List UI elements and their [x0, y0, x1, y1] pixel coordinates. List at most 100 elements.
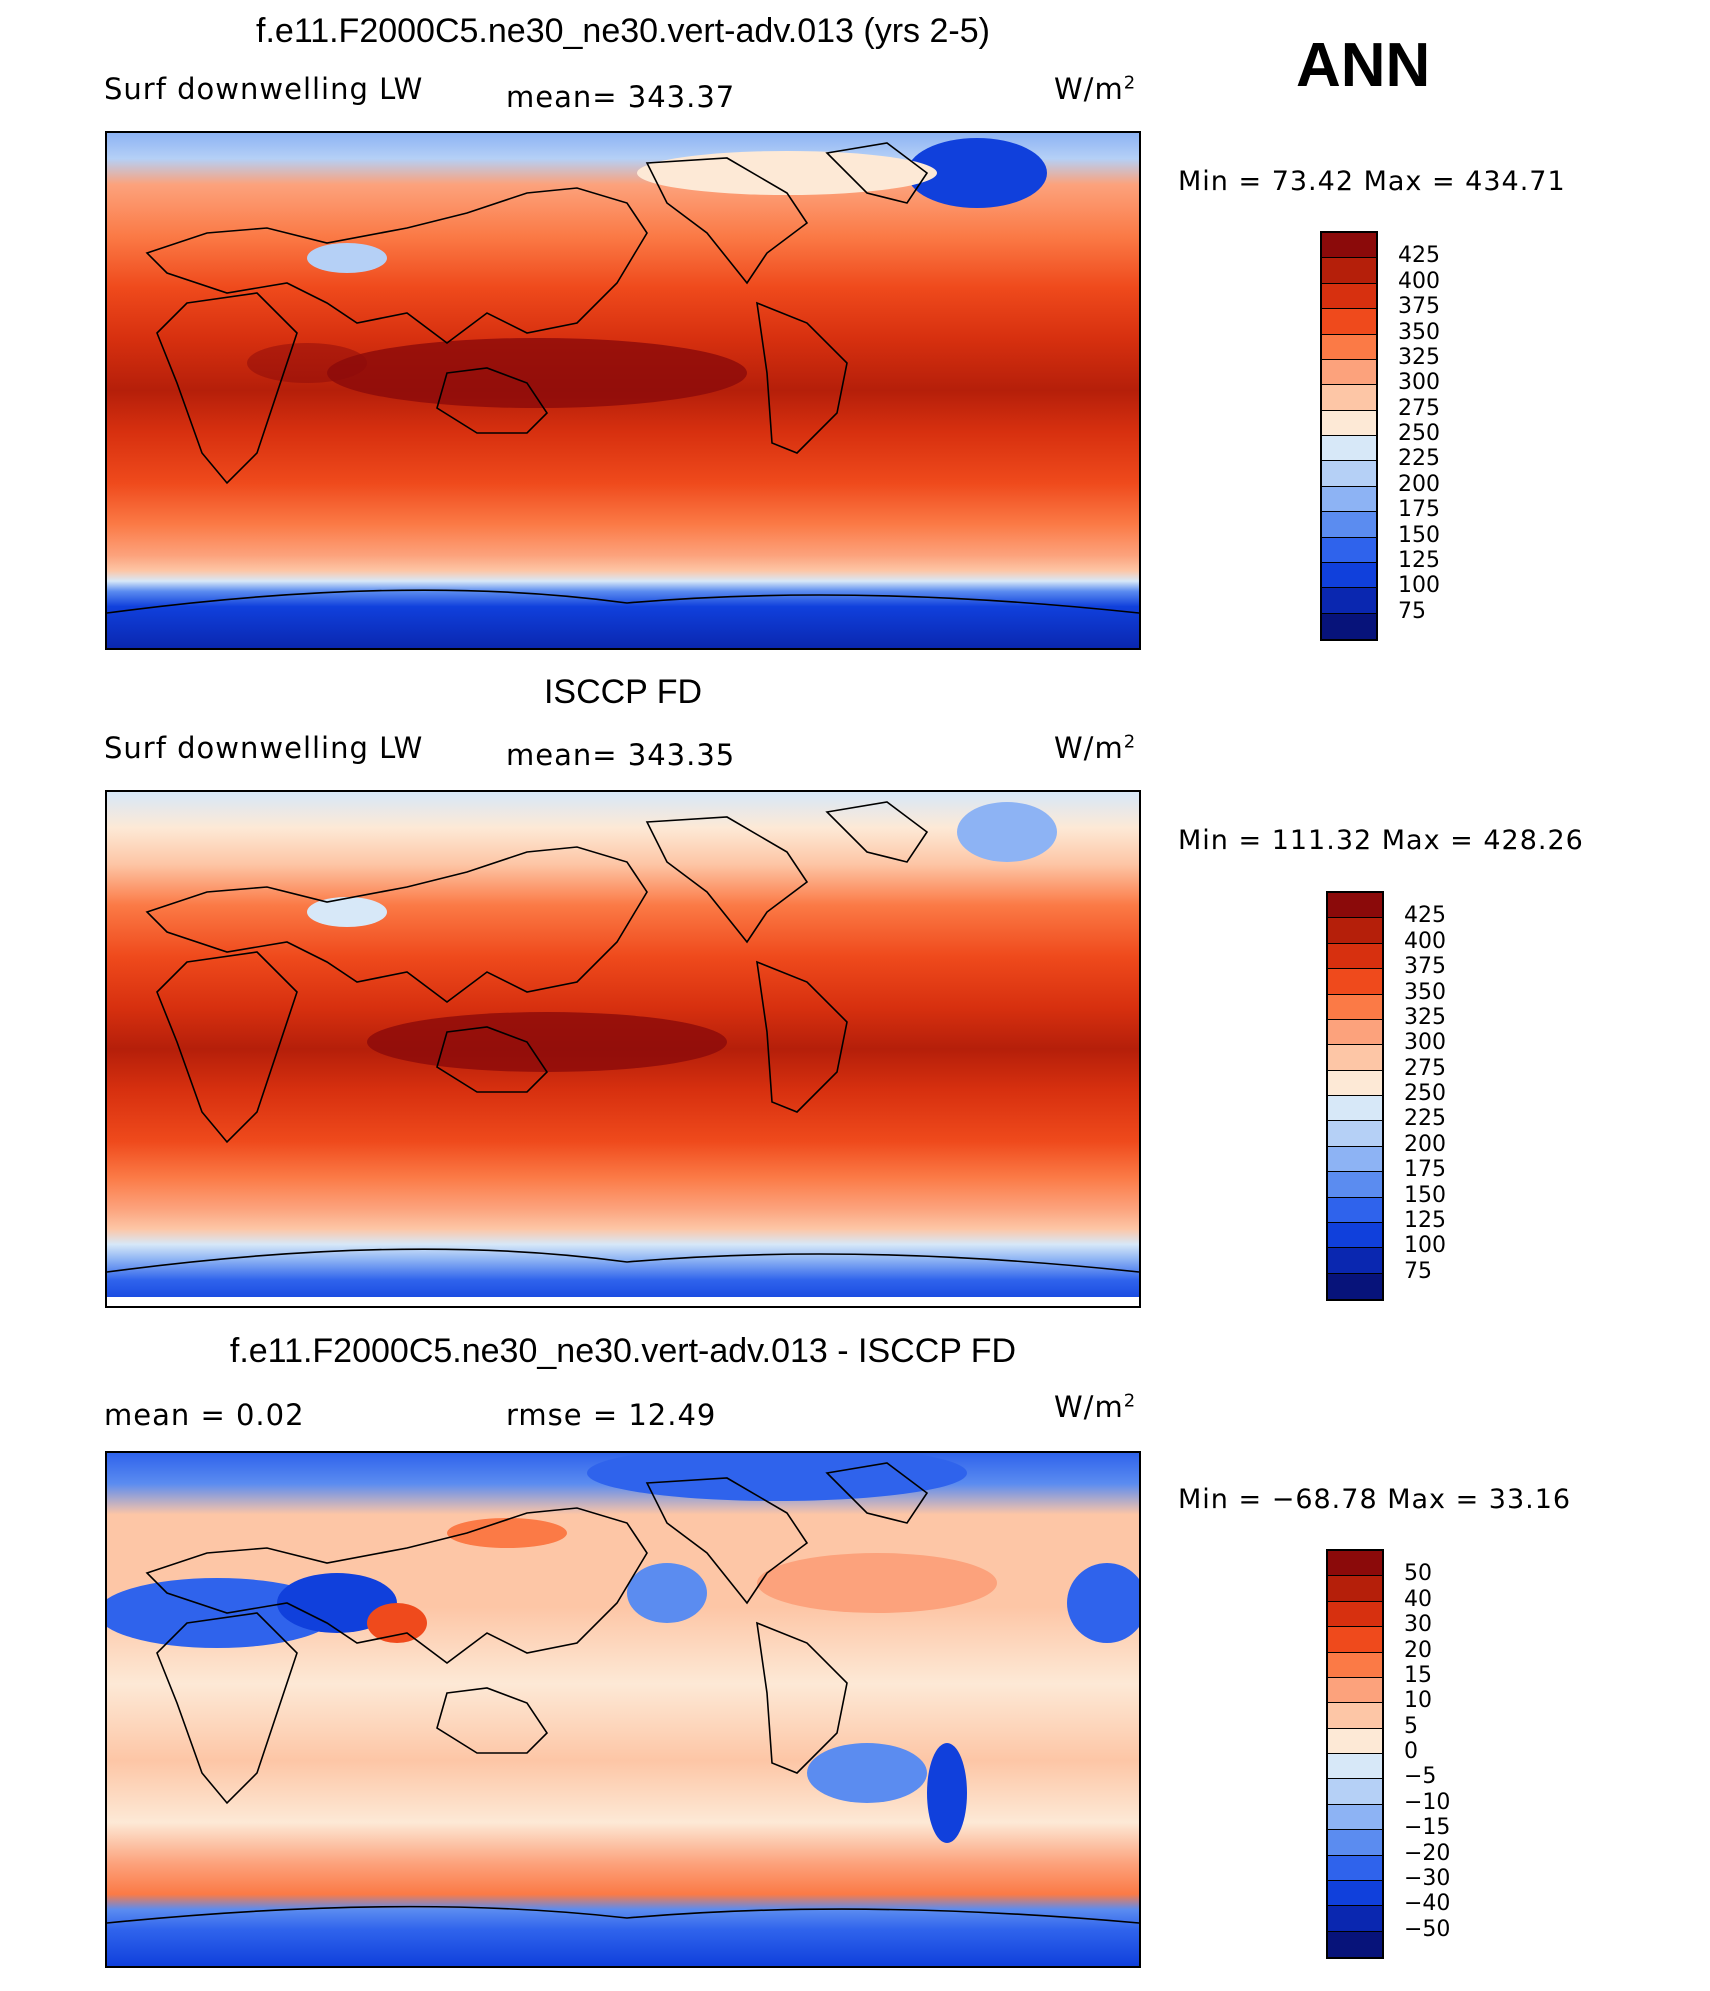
units-label: W/m2 [1054, 731, 1137, 765]
colorbar-swatch [1322, 258, 1376, 284]
mean-label: mean = 0.02 [104, 1398, 305, 1432]
colorbar-swatch [1322, 359, 1376, 386]
colorbar-swatch [1322, 461, 1376, 487]
colorbar-swatch [1328, 1906, 1382, 1932]
variable-label: Surf downwelling LW [104, 731, 424, 765]
colorbar-swatch [1328, 1551, 1382, 1577]
map-observation [105, 790, 1141, 1308]
colorbar-tick-label: 15 [1404, 1662, 1432, 1688]
colorbar-swatch [1322, 309, 1376, 335]
colorbar-tick-label: −40 [1404, 1891, 1451, 1917]
mean-label: mean= 343.37 [506, 80, 736, 114]
colorbar-swatch [1322, 334, 1376, 360]
colorbar-swatch [1328, 1146, 1382, 1173]
colorbar-tick-label: 50 [1404, 1561, 1432, 1587]
panel-title: f.e11.F2000C5.ne30_ne30.vert-adv.013 - I… [229, 1332, 1017, 1370]
colorbar-tick-label: 5 [1404, 1713, 1418, 1739]
colorbar-tick-label: 275 [1404, 1055, 1446, 1081]
colorbar-tick-label: 30 [1404, 1612, 1432, 1638]
colorbar-swatch [1328, 1728, 1382, 1754]
colorbar-tick-label: −30 [1404, 1865, 1451, 1891]
colorbar-swatch [1328, 1652, 1382, 1678]
colorbar-swatch [1322, 613, 1376, 639]
colorbar-tick-label: −20 [1404, 1840, 1451, 1866]
colorbar [1326, 891, 1384, 1301]
colorbar-swatch [1328, 943, 1382, 970]
rmse-label: rmse = 12.49 [506, 1398, 717, 1432]
colorbar-tick-label: 375 [1404, 954, 1446, 980]
colorbar-tick-label: 300 [1404, 1030, 1446, 1056]
map-model [105, 131, 1141, 650]
colorbar-tick-label: 100 [1398, 573, 1440, 599]
colorbar-tick-label: 175 [1404, 1157, 1446, 1183]
colorbar-swatch [1328, 1601, 1382, 1628]
colorbar-tick-label: 300 [1398, 370, 1440, 396]
min-max-label: Min = −68.78 Max = 33.16 [1178, 1484, 1572, 1515]
colorbar-tick-label: 150 [1404, 1182, 1446, 1208]
colorbar-tick-label: 400 [1398, 268, 1440, 294]
colorbar-swatch [1322, 283, 1376, 310]
colorbar-tick-label: 425 [1404, 903, 1446, 929]
colorbar-swatch [1322, 562, 1376, 589]
colorbar-swatch [1322, 537, 1376, 563]
units-label: W/m2 [1054, 72, 1137, 106]
colorbar-swatch [1328, 1045, 1382, 1071]
colorbar-tick-label: 10 [1404, 1688, 1432, 1714]
colorbar-swatch [1328, 1248, 1382, 1274]
colorbar-swatch [1322, 410, 1376, 436]
colorbar-swatch [1328, 1070, 1382, 1096]
colorbar-swatch [1322, 512, 1376, 538]
season-label: ANN [1296, 31, 1431, 100]
colorbar-tick-label: 225 [1398, 446, 1440, 472]
colorbar-tick-label: 75 [1404, 1258, 1432, 1284]
colorbar-swatch [1322, 486, 1376, 513]
colorbar-swatch [1328, 1222, 1382, 1249]
panel-title: ISCCP FD [543, 673, 703, 711]
colorbar-tick-label: 175 [1398, 497, 1440, 523]
colorbar-tick-label: 225 [1404, 1106, 1446, 1132]
colorbar-swatch [1328, 893, 1382, 919]
colorbar-swatch [1328, 1754, 1382, 1780]
colorbar-swatch [1328, 1273, 1382, 1299]
colorbar-tick-label: 350 [1404, 979, 1446, 1005]
colorbar-tick-label: 250 [1398, 421, 1440, 446]
colorbar-swatch [1328, 1677, 1382, 1704]
mean-label: mean= 343.35 [506, 738, 736, 772]
colorbar-tick-label: 200 [1398, 471, 1440, 497]
colorbar-tick-label: −50 [1404, 1916, 1451, 1942]
colorbar-tick-label: 100 [1404, 1233, 1446, 1259]
colorbar-swatch [1322, 436, 1376, 462]
colorbar-tick-label: 425 [1398, 243, 1440, 269]
colorbar-swatch [1328, 1880, 1382, 1907]
colorbar-tick-label: 40 [1404, 1586, 1432, 1612]
panel-title: f.e11.F2000C5.ne30_ne30.vert-adv.013 (yr… [256, 12, 990, 50]
colorbar-tick-label: −5 [1404, 1764, 1437, 1790]
colorbar-swatch [1328, 1804, 1382, 1831]
colorbar-swatch [1328, 1096, 1382, 1122]
colorbar-swatch [1322, 588, 1376, 614]
colorbar-tick-label: 325 [1404, 1004, 1446, 1030]
colorbar-swatch [1322, 233, 1376, 259]
colorbar-swatch [1322, 385, 1376, 411]
colorbar-swatch [1328, 1855, 1382, 1881]
colorbar-tick-label: 0 [1404, 1739, 1418, 1764]
colorbar [1320, 231, 1378, 641]
colorbar-tick-label: 350 [1398, 319, 1440, 345]
colorbar-tick-label: 75 [1398, 598, 1426, 624]
colorbar-swatch [1328, 994, 1382, 1020]
colorbar-swatch [1328, 1197, 1382, 1223]
colorbar-swatch [1328, 1576, 1382, 1602]
colorbar-tick-label: −10 [1404, 1789, 1451, 1815]
units-label: W/m2 [1054, 1390, 1137, 1424]
min-max-label: Min = 111.32 Max = 428.26 [1178, 825, 1584, 856]
colorbar-tick-label: 325 [1398, 344, 1440, 370]
colorbar-tick-label: 150 [1398, 522, 1440, 548]
colorbar-swatch [1328, 1779, 1382, 1805]
colorbar-tick-label: 125 [1398, 547, 1440, 573]
colorbar-swatch [1328, 1931, 1382, 1957]
colorbar-swatch [1328, 969, 1382, 995]
colorbar-tick-label: 275 [1398, 395, 1440, 421]
colorbar-swatch [1328, 1830, 1382, 1856]
colorbar-swatch [1328, 918, 1382, 944]
variable-label: Surf downwelling LW [104, 72, 424, 106]
